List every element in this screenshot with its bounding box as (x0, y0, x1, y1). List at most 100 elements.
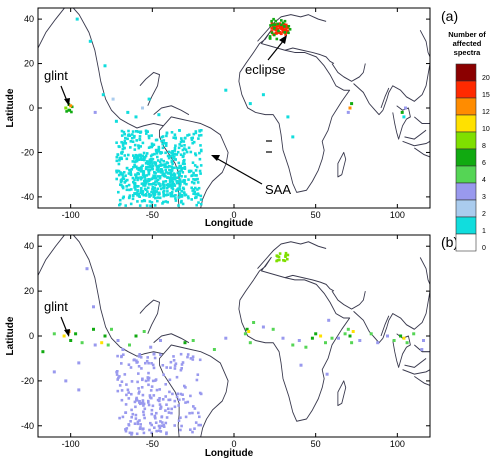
cluster-point-saa (147, 383, 150, 387)
panel-a-frame (38, 8, 430, 208)
cluster-point-saa (184, 148, 188, 152)
cluster-point-saa (121, 185, 124, 188)
cluster-point-saa (124, 411, 127, 414)
cluster-point-saa (152, 366, 156, 370)
cluster-point-saa (156, 199, 159, 203)
cluster-point-saa-core (154, 162, 157, 165)
cluster-point-saa (194, 174, 197, 177)
cluster-point-saa (131, 140, 135, 143)
cluster-point-saa (165, 403, 168, 406)
cluster-point-saa (165, 366, 168, 369)
cluster-point-saa (127, 129, 130, 133)
cluster-point-saa (196, 188, 199, 191)
cluster-point-saa-core (183, 179, 187, 182)
data-point (111, 97, 115, 101)
cluster-point-saa (129, 172, 133, 176)
y-tick-label: 20 (24, 59, 34, 69)
cluster-point-saa (127, 423, 130, 426)
y-tick-label: 20 (24, 286, 34, 296)
glint-label-b: glint (44, 299, 68, 314)
cluster-point-saa (130, 415, 133, 419)
cluster-point-eclipse (273, 25, 277, 28)
cluster-point-saa (192, 140, 196, 144)
cluster-point-saa (188, 411, 191, 415)
cluster-point-saa-core (140, 176, 144, 179)
cluster-point-saa (147, 371, 150, 375)
cluster-point-saa (164, 409, 167, 412)
cluster-point-saa (133, 156, 136, 159)
cluster-point-saa-core (153, 176, 157, 180)
cluster-point-saa (138, 390, 141, 393)
data-point (101, 93, 105, 97)
cluster-point-saa (155, 138, 159, 142)
cluster-point-saa (120, 151, 123, 154)
cluster-point-saa (136, 360, 139, 364)
cluster-point-eclipse-edge (287, 25, 291, 28)
cluster-point-saa-core (173, 175, 176, 178)
cluster-point-saa-core (162, 189, 166, 193)
cluster-point-saa (177, 146, 181, 150)
cluster-point-saa (168, 398, 172, 402)
cluster-point-saa (193, 190, 197, 194)
x-axis-label-b: Longitude (205, 448, 254, 459)
cluster-point-saa (122, 353, 125, 356)
cluster-point-saa-core (147, 172, 151, 176)
data-point (248, 102, 252, 106)
cluster-point-saa-core (177, 161, 181, 165)
cluster-point-saa (129, 140, 133, 143)
cluster-point-saa-core (147, 179, 151, 182)
data-point (142, 330, 146, 333)
cluster-point-saa (192, 171, 195, 175)
cluster-point-saa (159, 420, 162, 423)
cluster-point-saa-core (154, 174, 157, 177)
cluster-point-saa-core (180, 175, 183, 178)
cluster-point-saa (129, 146, 132, 149)
cluster-point-saa (118, 145, 121, 149)
data-point (106, 343, 110, 347)
cluster-point-saa (118, 198, 122, 202)
cluster-point-saa-core (168, 180, 172, 184)
cluster-point-saa-core (157, 193, 160, 196)
cluster-point-saa-core (144, 193, 148, 196)
cluster-point-saa-core (175, 153, 179, 156)
cluster-point-eclipse-edge (277, 29, 280, 33)
cluster-point-saa (198, 415, 201, 419)
cluster-point-saa (160, 139, 163, 143)
cluster-point-saa (194, 193, 198, 196)
cluster-point-saa (115, 155, 119, 159)
cluster-point-saa (141, 393, 145, 397)
cluster-point-saa (134, 405, 137, 409)
cluster-point-saa (138, 135, 142, 138)
cluster-point-saa (128, 188, 131, 192)
data-point (327, 318, 331, 322)
cluster-point-saa (120, 362, 123, 365)
cluster-point-saa-core (148, 158, 152, 162)
cluster-point-eclipse (286, 253, 290, 257)
data-point (291, 135, 295, 139)
cluster-point-saa (147, 136, 151, 140)
cluster-point-saa (172, 182, 176, 186)
cluster-point-saa-core (162, 174, 166, 178)
data-point (159, 339, 162, 342)
y-tick-label: 0 (29, 331, 34, 341)
cluster-point-saa (118, 203, 121, 207)
cluster-point-eclipse-edge (276, 22, 280, 26)
colorbar-tick-6: 6 (482, 160, 486, 167)
cluster-point-saa (129, 420, 132, 423)
cluster-point-eclipse (282, 23, 285, 26)
cluster-point-saa (166, 190, 169, 193)
colorbar-tick-3: 3 (482, 194, 486, 201)
cluster-point-saa (138, 419, 141, 422)
colorbar-tick-4: 4 (482, 177, 486, 184)
cluster-point-saa (197, 193, 200, 197)
cluster-point-saa (200, 129, 203, 132)
cluster-point-saa (144, 129, 148, 133)
data-point (75, 17, 79, 21)
cluster-point-saa-core (151, 157, 155, 161)
cluster-point-saa (172, 156, 175, 160)
cluster-point-saa (124, 136, 127, 140)
cluster-point-saa-core (159, 169, 163, 172)
cluster-point-saa-core (155, 168, 159, 171)
y-tick-label: 40 (24, 241, 34, 251)
cluster-point-saa-core (145, 152, 149, 155)
